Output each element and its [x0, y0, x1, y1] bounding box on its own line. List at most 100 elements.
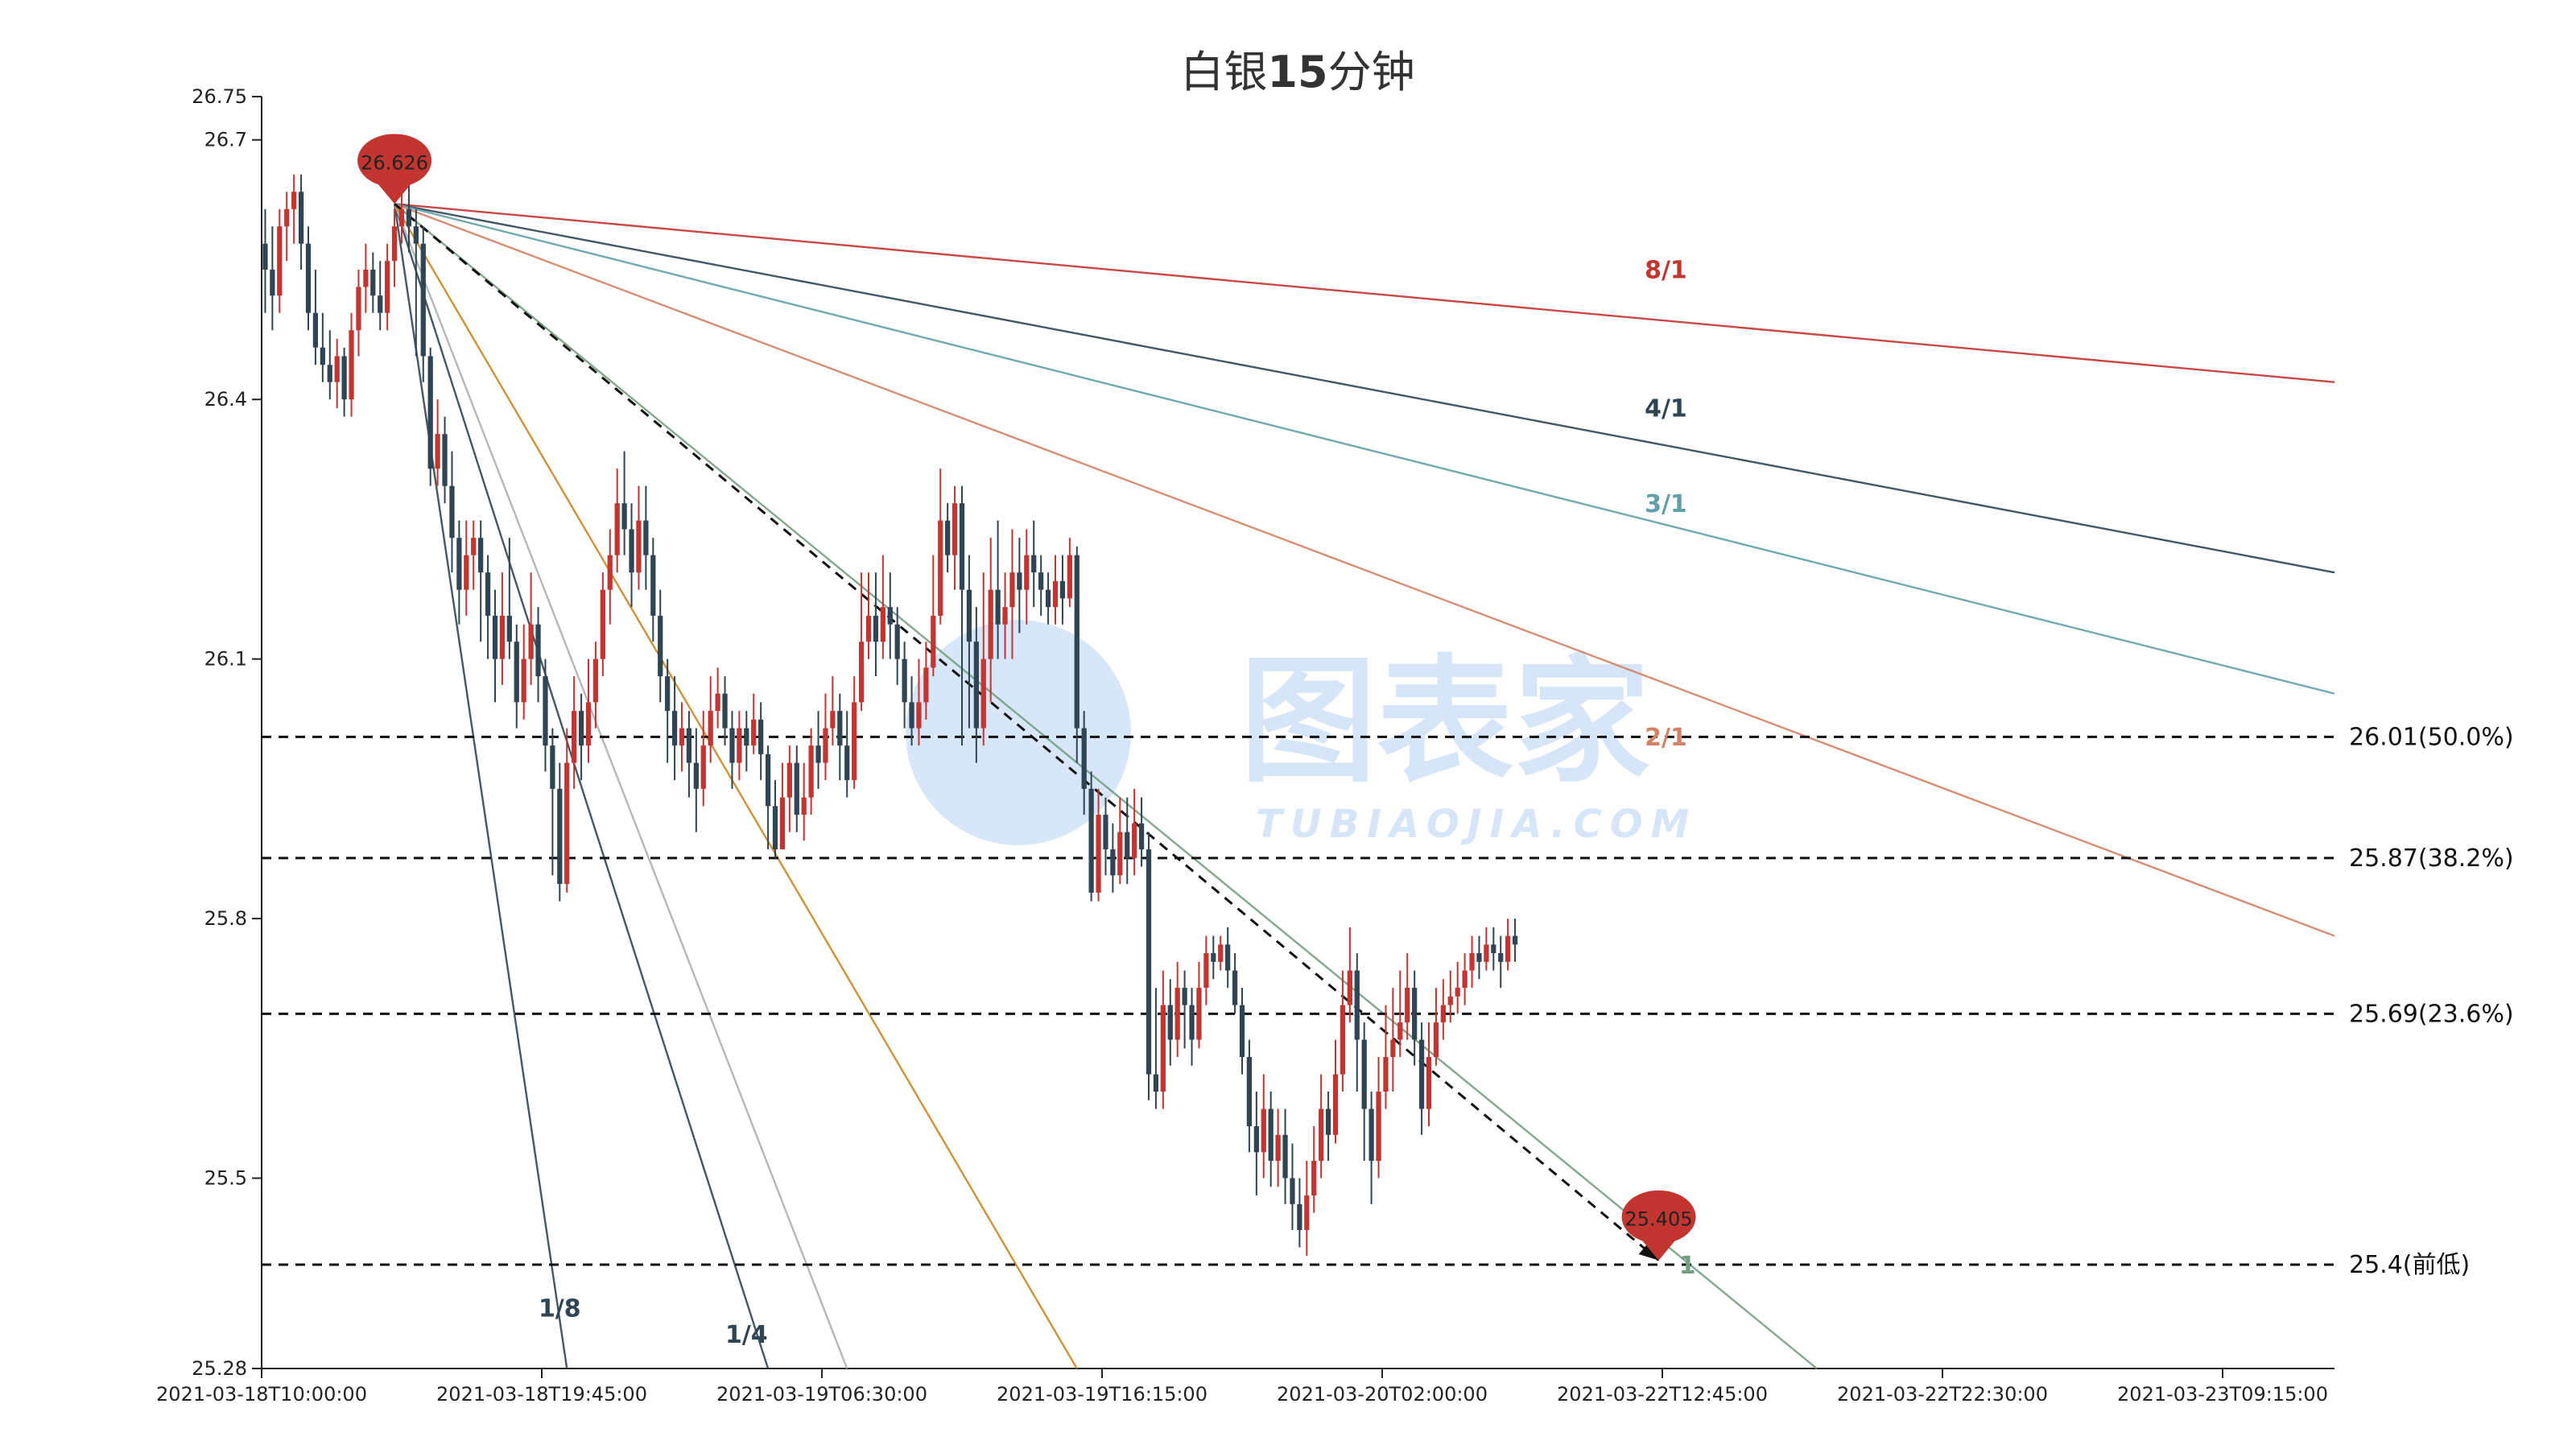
chart-title-prefix: 白银 [1180, 47, 1267, 97]
candle-body [356, 287, 361, 331]
candle-body [592, 658, 599, 703]
candle-body [808, 745, 814, 798]
candle-body [1167, 1005, 1173, 1040]
candle-body [621, 503, 627, 530]
candle-body [1484, 944, 1489, 962]
candle-body [1182, 988, 1187, 1005]
candle-body [1096, 815, 1101, 893]
candle-body [1232, 970, 1238, 1005]
chart-title-suffix: 分钟 [1328, 47, 1415, 97]
candle-body [442, 434, 448, 486]
candle-body [464, 555, 469, 590]
candle-body [852, 702, 857, 781]
candle-body [650, 555, 656, 616]
y-tick-label: 26.1 [204, 648, 247, 671]
candle-body [262, 243, 268, 270]
candle-body [499, 615, 506, 659]
gann-fan-labels: 8/1 4/1 3/1 2/1 1 1/4 1/8 [539, 257, 1696, 1349]
x-tick-label: 2021-03-22T22:30:00 [1837, 1383, 2048, 1406]
candle-body [1426, 1057, 1432, 1109]
candles [262, 174, 1518, 1257]
candle-body [1125, 832, 1130, 858]
gann-fan-label: 8/1 [1645, 257, 1687, 285]
candle-body [1174, 988, 1180, 1040]
candle-body [1088, 788, 1094, 893]
candle-body [1433, 1022, 1439, 1058]
retracement-levels: 26.01(50.0%) 25.87(38.2%) 25.69(23.6%) 25.4… [262, 723, 2514, 1279]
x-tick-label: 2021-03-19T16:15:00 [997, 1383, 1208, 1406]
candle-body [1031, 555, 1037, 573]
candle-body [1117, 832, 1123, 876]
candle-body [643, 520, 649, 555]
candle-body [1067, 555, 1072, 599]
candle-body [1325, 1108, 1331, 1135]
candle-body [1239, 1005, 1245, 1058]
candle-body [916, 702, 922, 729]
candle-body [1211, 953, 1216, 962]
candle-body [1440, 1005, 1446, 1023]
candle-body [772, 806, 778, 850]
candle-body [1340, 1005, 1346, 1075]
candle-body [270, 269, 275, 296]
marker-label: 26.626 [361, 151, 428, 174]
y-tick-label: 25.5 [204, 1167, 247, 1190]
gann-fan-line [394, 203, 1818, 1369]
candle-body [320, 347, 325, 365]
watermark-main-text: 图表家 [1240, 642, 1650, 802]
candle-body [1462, 970, 1468, 989]
candle-body [1412, 988, 1418, 1040]
candle-body [952, 503, 958, 555]
candle-body [973, 642, 979, 729]
candle-body [693, 762, 699, 789]
candle-body [305, 243, 312, 313]
candle-body [284, 208, 290, 227]
candle-body [1203, 953, 1209, 989]
trend-line [394, 203, 1660, 1261]
candle-body [1103, 815, 1108, 850]
candle-body [349, 330, 354, 400]
gann-fan-label: 1/8 [539, 1295, 581, 1323]
candle-body [1304, 1195, 1310, 1231]
candle-body [1052, 580, 1059, 608]
candle-body [406, 208, 412, 227]
candle-body [1347, 970, 1352, 1005]
level-label: 25.87(38.2%) [2349, 844, 2514, 873]
candle-body [1153, 1074, 1159, 1092]
candle-body [686, 728, 692, 763]
watermark: 图表家 TUBIAOJIA.COM [906, 620, 1689, 847]
candle-body [1361, 1039, 1367, 1109]
gann-fan-label: 2/1 [1645, 724, 1687, 752]
candle-body [435, 434, 440, 469]
level-label: 25.4(前低) [2349, 1251, 2470, 1279]
candle-body [456, 538, 462, 590]
candle-body [1218, 944, 1224, 962]
candle-body [786, 762, 792, 798]
candle-body [585, 702, 592, 746]
candle-body [1512, 935, 1518, 945]
candle-body [823, 728, 828, 763]
candle-body [363, 269, 369, 287]
candle-body [938, 520, 943, 616]
gann-fan-line [394, 203, 1078, 1369]
candle-body [1081, 728, 1087, 789]
candle-body [830, 711, 836, 729]
candle-body [658, 615, 663, 677]
candle-body [385, 261, 390, 313]
x-tick-label: 2021-03-18T19:45:00 [436, 1383, 647, 1406]
marker-pin-icon [357, 134, 432, 204]
candle-body [557, 788, 563, 885]
price-markers: 26.626 25.405 [357, 134, 1696, 1261]
candle-body [1045, 589, 1051, 608]
candle-body [1009, 572, 1015, 608]
candle-body [600, 589, 605, 659]
candle-body [880, 607, 886, 642]
candle-body [1469, 953, 1475, 971]
marker-label: 25.405 [1625, 1208, 1693, 1231]
candle-body [1368, 1108, 1374, 1162]
gann-fan-line [393, 203, 770, 1369]
candle-body [564, 762, 570, 885]
candle-body [485, 572, 491, 616]
candle-body [1261, 1108, 1266, 1153]
candle-body [312, 312, 319, 348]
